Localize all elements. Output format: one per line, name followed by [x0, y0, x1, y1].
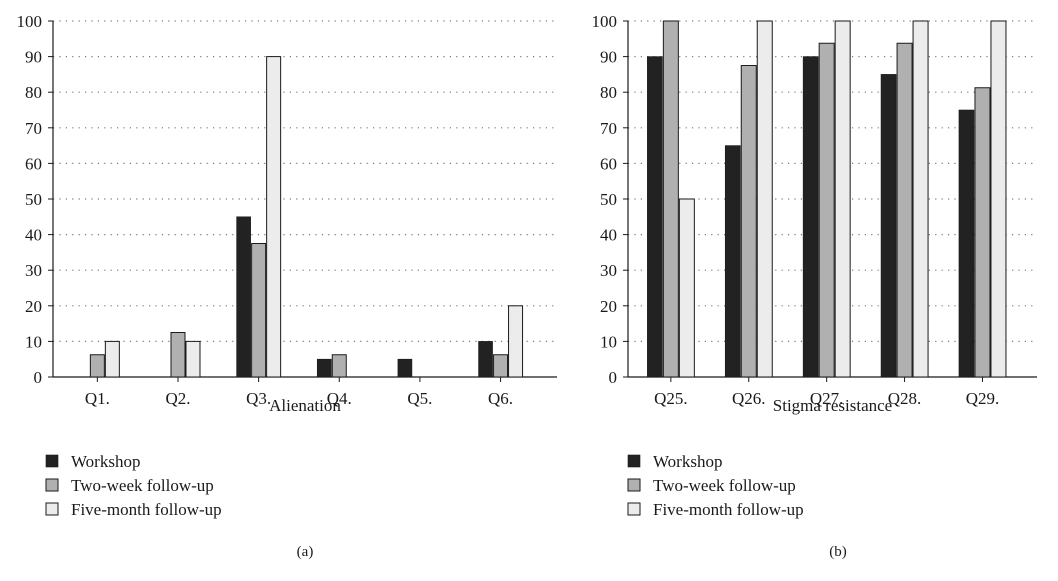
panel-a-bar-q3-s2: [251, 243, 267, 378]
panel-a-xtick-label: Q2.: [165, 389, 190, 408]
panel-b-bar-q26-s3: [756, 20, 773, 378]
panel-b-ytick-label: 70: [600, 119, 617, 138]
panel-b-ytick-label: 40: [600, 226, 617, 245]
panel-b-legend-label-1: Workshop: [653, 452, 722, 471]
panel-b-ytick-label: 10: [600, 332, 617, 351]
panel-a-xtick-label: Q5.: [407, 389, 432, 408]
panel-a-xtick-label: Q4.: [327, 389, 352, 408]
panel-b-bar-q28-s3: [912, 20, 929, 378]
panel-a-bar-q4-s1: [316, 358, 332, 378]
panel-b-ytick-label: 50: [600, 190, 617, 209]
panel-a-bar-q3-s1: [236, 216, 251, 378]
panel-b-bar-q26-s1: [724, 145, 741, 378]
panel-a-legend-label-2: Two-week follow-up: [71, 476, 214, 495]
panel-a-ytick-label: 30: [25, 261, 42, 280]
panel-a-ytick-label: 60: [25, 154, 42, 173]
panel-a-legend-swatch-1: [45, 454, 59, 468]
panel-b-ytick-label: 90: [600, 48, 617, 67]
panel-a-ytick-label: 80: [25, 83, 42, 102]
panel-b-ytick-label: 0: [609, 368, 618, 387]
panel-b-bar-q29-s2: [974, 87, 991, 378]
panel-b-xtick-label: Q29.: [966, 389, 1000, 408]
panel-b-bar-q29-s1: [958, 109, 975, 378]
panel-b-xtick-label: Q25.: [654, 389, 688, 408]
panel-a-bar-q1-s2: [89, 354, 105, 378]
panel-b-xtick-label: Q27.: [810, 389, 844, 408]
panel-b-bar-q28-s2: [896, 42, 913, 378]
panel-b-xtick-label: Q26.: [732, 389, 766, 408]
panel-a-legend-label-3: Five-month follow-up: [71, 500, 222, 519]
panel-b-panel-label: (b): [829, 544, 847, 560]
panel-a-bar-q6-s3: [508, 305, 524, 378]
panel-b-ytick-label: 80: [600, 83, 617, 102]
panel-b-bar-q29-s3: [990, 20, 1007, 378]
panel-b-x-axis-label: Stigma resistance: [773, 396, 892, 415]
panel-a-xtick-label: Q3.: [246, 389, 271, 408]
panel-a-ytick-label: 90: [25, 48, 42, 67]
panel-b-legend-swatch-1: [627, 454, 641, 468]
panel-a-ytick-label: 50: [25, 190, 42, 209]
panel-a-bar-q1-s3: [104, 340, 120, 378]
panel-a-legend-label-1: Workshop: [71, 452, 140, 471]
panel-b-bar-q25-s2: [662, 20, 679, 378]
panel-b-bar-q27-s1: [802, 56, 819, 378]
panel-b-bar-q28-s1: [880, 74, 897, 378]
panel-b-bar-q27-s2: [818, 42, 835, 378]
panel-a-xtick-label: Q6.: [488, 389, 513, 408]
panel-b-bar-q26-s2: [740, 65, 757, 378]
panel-b-ytick-label: 100: [592, 12, 618, 31]
panel-b-ytick-label: 20: [600, 297, 617, 316]
panel-a-legend-swatch-3: [45, 502, 59, 516]
panel-b-bar-q25-s3: [678, 198, 695, 378]
panel-b-xtick-label: Q28.: [888, 389, 922, 408]
panel-a-legend-swatch-2: [45, 478, 59, 492]
panel-a-bar-q5-s1: [397, 358, 413, 378]
panel-b-legend-label-2: Two-week follow-up: [653, 476, 796, 495]
panel-b-bar-q27-s3: [834, 20, 851, 378]
panel-a-bar-q6-s2: [493, 354, 509, 378]
panel-b-legend-swatch-2: [627, 478, 641, 492]
panel-b-legend-label-3: Five-month follow-up: [653, 500, 804, 519]
panel-b-ytick-label: 60: [600, 154, 617, 173]
panel-a-bar-q6-s1: [478, 341, 493, 378]
panel-a-ytick-label: 70: [25, 119, 42, 138]
panel-a-ytick-label: 100: [17, 12, 43, 31]
panel-a-xtick-label: Q1.: [85, 389, 110, 408]
panel-a-ytick-label: 10: [25, 332, 42, 351]
panel-a-ytick-label: 40: [25, 226, 42, 245]
panel-a-panel-label: (a): [297, 544, 314, 560]
panel-a-x-axis-label: Alienation: [269, 396, 341, 415]
panel-a-bar-q2-s2: [170, 332, 186, 378]
panel-a-bar-q2-s3: [185, 340, 201, 378]
panel-a-bar-q4-s2: [331, 354, 347, 378]
panel-a-ytick-label: 20: [25, 297, 42, 316]
panel-b-legend-swatch-3: [627, 502, 641, 516]
panel-a-ytick-label: 0: [34, 368, 43, 387]
panel-b-ytick-label: 30: [600, 261, 617, 280]
panel-b-bar-q25-s1: [647, 56, 663, 378]
panel-a-bar-q3-s3: [266, 56, 282, 378]
